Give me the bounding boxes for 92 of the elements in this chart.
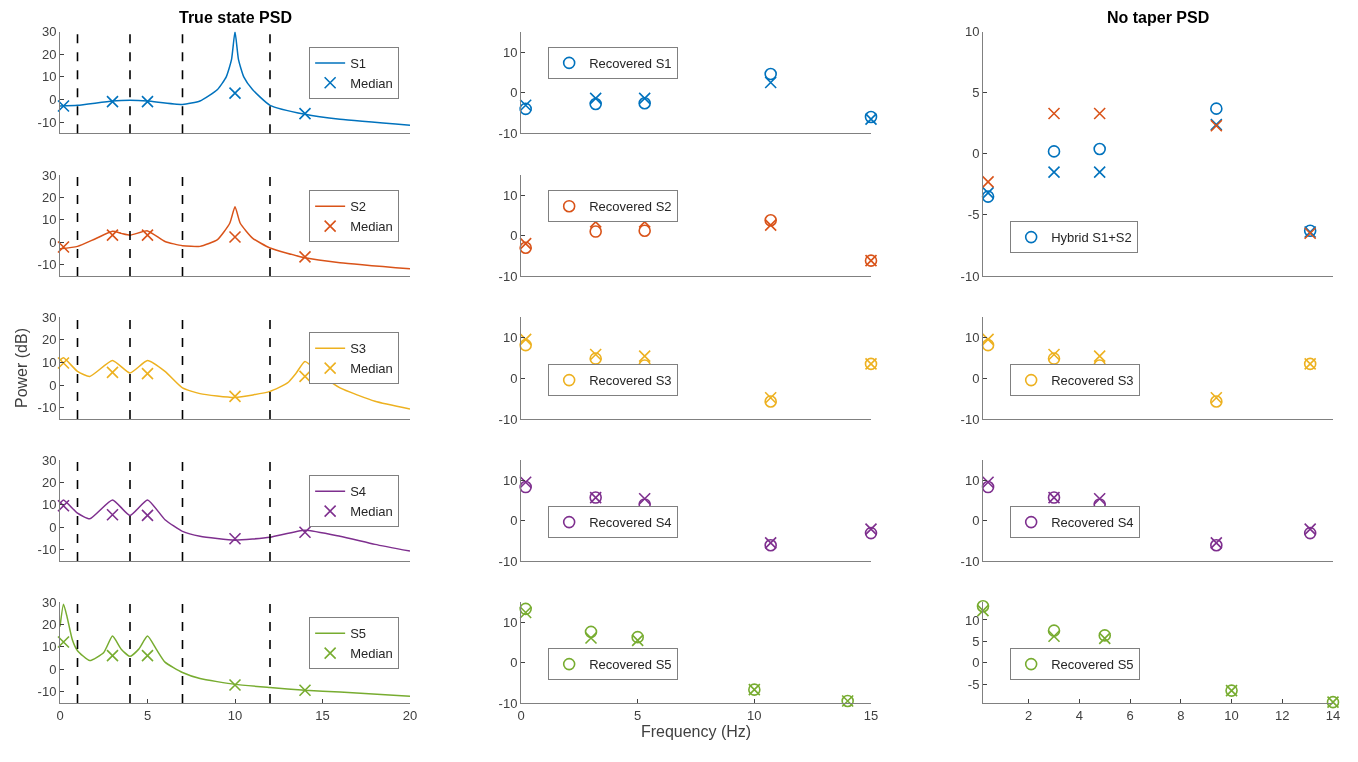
y-tick-label: 10 xyxy=(41,354,57,370)
y-tick-label: 0 xyxy=(49,234,57,250)
chart-title: No taper PSD xyxy=(1107,9,1210,26)
y-tick-label: 20 xyxy=(41,474,57,490)
y-tick-label: -10 xyxy=(498,695,518,711)
y-tick-label: 10 xyxy=(964,612,980,628)
legend-label: S2 xyxy=(350,199,367,215)
y-tick-label: 0 xyxy=(49,91,57,107)
x-axis-title: Frequency (Hz) xyxy=(640,723,752,741)
y-tick-label: 10 xyxy=(41,69,57,85)
x-tick-label: 6 xyxy=(1126,707,1134,723)
y-tick-label: 0 xyxy=(510,513,518,529)
y-tick-label: 10 xyxy=(502,44,518,60)
y-tick-label: -5 xyxy=(967,207,980,223)
y-tick-label: -10 xyxy=(498,268,518,284)
legend-label: Recovered S4 xyxy=(589,515,672,531)
y-tick-label: 0 xyxy=(972,146,980,162)
y-tick-label: 0 xyxy=(49,661,57,677)
y-tick-label: 10 xyxy=(964,24,980,40)
y-tick-label: -10 xyxy=(37,684,57,700)
y-tick-label: 10 xyxy=(41,497,57,513)
y-tick-label: 0 xyxy=(510,85,518,101)
legend-label: Median xyxy=(350,75,393,91)
legend-label: S1 xyxy=(350,55,367,71)
y-tick-label: 0 xyxy=(49,519,57,535)
x-tick-label: 10 xyxy=(1224,707,1239,723)
y-tick-label: -10 xyxy=(37,542,57,558)
legend-label: Recovered S3 xyxy=(1051,373,1134,389)
y-tick-label: -10 xyxy=(498,553,518,569)
x-tick-label: 10 xyxy=(747,707,762,723)
y-tick-label: 30 xyxy=(41,24,57,40)
chart-title: True state PSD xyxy=(179,9,292,26)
legend-label: Recovered S5 xyxy=(1051,657,1134,673)
legend-label: S3 xyxy=(350,341,367,357)
legend-label: Hybrid S1+S2 xyxy=(1051,230,1132,246)
y-tick-label: -10 xyxy=(37,114,57,130)
y-tick-label: -10 xyxy=(960,553,980,569)
y-tick-label: 10 xyxy=(964,472,980,488)
y-tick-label: 20 xyxy=(41,616,57,632)
x-tick-label: 5 xyxy=(143,707,152,723)
x-tick-label: 5 xyxy=(634,707,642,723)
x-tick-label: 8 xyxy=(1177,707,1185,723)
y-tick-label: 0 xyxy=(510,370,518,386)
x-tick-label: 12 xyxy=(1275,707,1290,723)
y-tick-label: 0 xyxy=(972,370,980,386)
y-tick-label: 30 xyxy=(41,309,57,325)
y-tick-label: 0 xyxy=(49,377,57,393)
y-tick-label: 0 xyxy=(972,513,980,529)
legend-label: Median xyxy=(350,219,393,235)
y-tick-label: -5 xyxy=(967,676,980,692)
legend-label: Recovered S5 xyxy=(589,657,672,673)
y-tick-label: -10 xyxy=(37,400,57,416)
y-tick-label: 30 xyxy=(41,167,57,183)
legend-label: Median xyxy=(350,361,393,377)
y-tick-label: 0 xyxy=(510,228,518,244)
y-tick-label: -10 xyxy=(498,125,518,141)
x-tick-label: 15 xyxy=(315,707,330,723)
legend-label: Median xyxy=(350,646,393,662)
legend-label: S5 xyxy=(350,626,367,642)
x-tick-label: 15 xyxy=(863,707,879,723)
x-tick-label: 14 xyxy=(1325,707,1341,723)
y-tick-label: 10 xyxy=(502,329,518,345)
y-axis-title: Power (dB) xyxy=(12,327,30,409)
legend-label: S4 xyxy=(350,484,367,500)
y-tick-label: 10 xyxy=(502,472,518,488)
legend-label: Median xyxy=(350,504,393,520)
y-tick-label: 0 xyxy=(510,655,518,671)
y-tick-label: 10 xyxy=(41,212,57,228)
x-tick-label: 2 xyxy=(1025,707,1033,723)
y-tick-label: 10 xyxy=(502,614,518,630)
y-tick-label: 20 xyxy=(41,189,57,205)
y-tick-label: 20 xyxy=(41,46,57,62)
y-tick-label: 10 xyxy=(41,639,57,655)
y-tick-label: 5 xyxy=(972,85,980,101)
y-tick-label: 0 xyxy=(972,655,980,671)
x-tick-label: 10 xyxy=(227,707,243,723)
y-tick-label: -10 xyxy=(960,268,980,284)
legend-label: Recovered S3 xyxy=(589,373,672,389)
legend-label: Recovered S4 xyxy=(1051,515,1134,531)
y-tick-label: 5 xyxy=(972,633,980,649)
y-tick-label: 20 xyxy=(41,332,57,348)
legend-label: Recovered S2 xyxy=(589,199,672,215)
x-tick-label: 20 xyxy=(402,707,418,723)
y-tick-label: 10 xyxy=(964,329,980,345)
y-tick-label: 10 xyxy=(502,187,518,203)
y-tick-label: -10 xyxy=(37,257,57,273)
y-tick-label: 30 xyxy=(41,594,57,610)
x-tick-label: 4 xyxy=(1075,707,1083,723)
y-tick-label: -10 xyxy=(960,411,980,427)
y-tick-label: 30 xyxy=(41,452,57,468)
y-tick-label: -10 xyxy=(498,411,518,427)
legend-label: Recovered S1 xyxy=(589,55,672,71)
